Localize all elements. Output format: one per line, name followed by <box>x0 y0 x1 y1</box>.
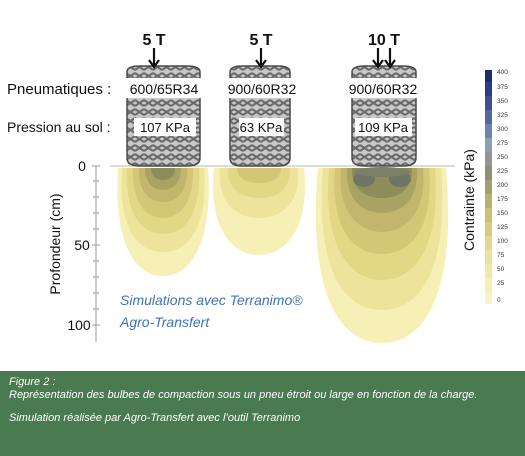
load-arrow-3 <box>372 48 396 69</box>
tyre-2-label-bg <box>225 78 299 98</box>
colorbar-tick-300: 300 <box>497 126 508 133</box>
row-label-pressure: Pression au sol : <box>7 119 111 135</box>
tyre-size-3: 900/60R32 <box>349 81 418 97</box>
pressure-2-label-bg <box>239 118 284 136</box>
pressure-1-label-bg <box>134 118 196 136</box>
pressure-value-3: 109 KPa <box>358 120 409 135</box>
bulb-tyre-1 <box>117 168 209 276</box>
colorbar-tick-350: 350 <box>497 98 508 105</box>
tyre-3-label-bg <box>345 78 422 98</box>
tyre-size-1: 600/65R34 <box>130 81 199 97</box>
compaction-diagram: 5 T 5 T 10 T Pneumatiques : Pression au … <box>7 32 508 343</box>
caption-figure-label: Figure 2 : <box>9 376 56 388</box>
row-label-tyres: Pneumatiques : <box>7 81 111 98</box>
depth-tick-0: 0 <box>78 158 86 174</box>
pressure-value-1: 107 KPa <box>140 120 191 135</box>
colorbar-tick-75: 75 <box>497 252 505 259</box>
pressure-value-2: 63 KPa <box>240 120 283 135</box>
depth-axis-title: Profondeur (cm) <box>47 193 63 294</box>
colorbar-tick-275: 275 <box>497 140 508 147</box>
figure-caption: Figure 2 : Représentation des bulbes de … <box>0 371 525 456</box>
load-label-2: 5 T <box>249 32 272 49</box>
colorbar-tick-225: 225 <box>497 168 508 175</box>
caption-credit: Simulation réalisée par Agro-Transfert a… <box>9 412 301 424</box>
depth-axis <box>92 165 100 342</box>
colorbar-tick-125: 125 <box>497 224 508 231</box>
bulb-tyre-3 <box>315 167 449 343</box>
load-label-1: 5 T <box>142 32 165 49</box>
depth-tick-50: 50 <box>74 237 90 253</box>
bulb-tyre-2 <box>213 168 305 255</box>
colorbar-tick-250: 250 <box>497 154 508 161</box>
caption-description: Représentation des bulbes de compaction … <box>9 388 478 401</box>
pressure-3-label-bg <box>355 118 412 136</box>
simulation-note-line2: Agro-Transfert <box>119 314 210 330</box>
colorbar-tick-50: 50 <box>497 266 505 273</box>
colorbar-tick-325: 325 <box>497 112 508 119</box>
colorbar-title: Contrainte (kPa) <box>461 149 477 251</box>
load-label-3: 10 T <box>368 32 400 49</box>
load-arrow-1 <box>148 48 160 69</box>
colorbar-tick-0: 0 <box>497 297 501 304</box>
colorbar-tick-400: 400 <box>497 69 508 76</box>
simulation-note-line1: Simulations avec Terranimo® <box>120 292 303 308</box>
colorbar <box>485 70 492 304</box>
tyre-size-2: 900/60R32 <box>228 81 297 97</box>
colorbar-tick-100: 100 <box>497 238 508 245</box>
load-arrow-2 <box>255 48 267 69</box>
colorbar-tick-150: 150 <box>497 210 508 217</box>
tyre-1-label-bg <box>115 78 214 98</box>
colorbar-tick-175: 175 <box>497 196 508 203</box>
colorbar-tick-25: 25 <box>497 280 505 287</box>
colorbar-tick-200: 200 <box>497 182 508 189</box>
depth-tick-100: 100 <box>67 317 91 333</box>
colorbar-tick-375: 375 <box>497 84 508 91</box>
